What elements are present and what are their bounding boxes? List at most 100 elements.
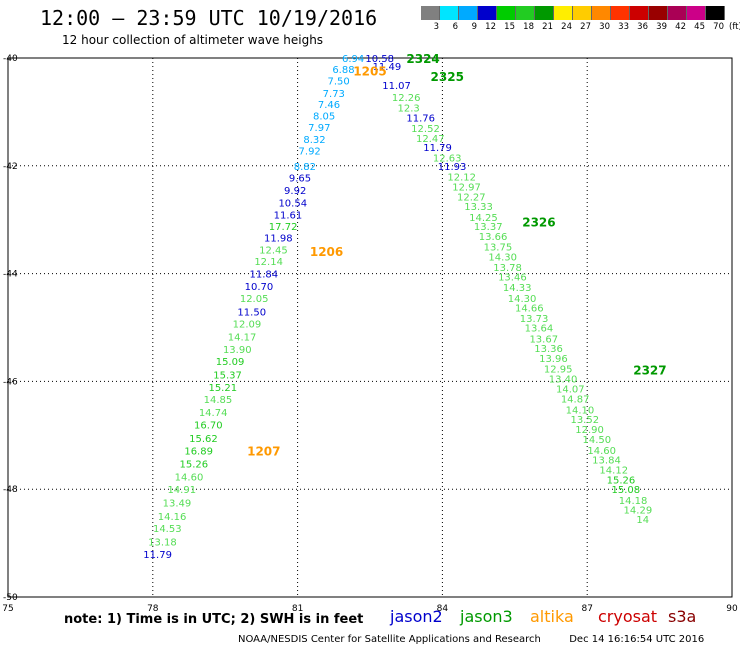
color-scale-label: 9 [471, 22, 477, 32]
color-scale-swatch [554, 6, 573, 20]
swh-data-label: 15.26 [607, 475, 636, 486]
footer: NOAA/NESDIS Center for Satellite Applica… [238, 634, 704, 645]
swh-data-label: 13.66 [479, 232, 508, 243]
time-label: 2324 [406, 52, 439, 66]
note-text: note: 1) Time is in UTC; 2) SWH is in fe… [64, 612, 364, 627]
swh-data-label: 12.47 [416, 134, 445, 145]
swh-data-label: 17.72 [269, 222, 298, 233]
swh-data-label: 12.90 [575, 425, 604, 436]
color-scale-swatch [535, 6, 554, 20]
y-tick-label: -44 [3, 270, 18, 280]
swh-data-label: 12.52 [411, 124, 440, 135]
swh-data-label: 13.18 [148, 537, 177, 548]
swh-data-label: 13.75 [484, 243, 513, 254]
swh-data-label: 11.50 [237, 307, 266, 318]
swh-data-label: 11.79 [423, 143, 452, 154]
color-scale-swatch [421, 6, 440, 20]
swh-data-label: 8.32 [303, 135, 325, 146]
color-scale-swatch [459, 6, 478, 20]
swh-data-label: 16.70 [194, 421, 223, 432]
time-label: 1206 [310, 245, 343, 259]
color-scale-label: 36 [637, 22, 648, 32]
swh-data-label: 14.33 [503, 283, 532, 294]
swh-data-label: 14.74 [199, 408, 228, 419]
swh-data-label: 14.60 [175, 472, 204, 483]
x-tick-label: 90 [726, 604, 738, 614]
swh-data-label: 12.63 [433, 154, 462, 165]
swh-data-label: 13.46 [498, 272, 527, 283]
swh-data-label: 13.52 [570, 415, 599, 426]
color-scale-label: 45 [694, 22, 705, 32]
swh-data-label: 6.94 [342, 54, 364, 65]
swh-data-label: 8.82 [294, 162, 316, 173]
y-tick-label: -42 [3, 162, 18, 172]
swh-data-label: 14.91 [167, 485, 196, 496]
color-scale-swatch [573, 6, 592, 20]
swh-data-label: 14.18 [619, 496, 648, 507]
swh-data-label: 11.98 [264, 233, 293, 244]
swh-data-label: 13.73 [520, 314, 549, 325]
chart-subtitle: 12 hour collection of altimeter wave hei… [62, 33, 324, 47]
color-scale-swatch [687, 6, 706, 20]
color-scale-bar [421, 6, 725, 20]
color-scale-swatch [516, 6, 535, 20]
swh-data-label: 7.97 [308, 123, 330, 134]
x-tick-label: 87 [581, 604, 592, 614]
x-tick-label: 78 [147, 604, 159, 614]
swh-data-label: 11.07 [382, 81, 411, 92]
swh-data-label: 13.37 [474, 222, 503, 233]
swh-data-label: 6.88 [332, 65, 354, 76]
swh-data-label: 15.08 [611, 485, 640, 496]
swh-data-label: 15.37 [213, 370, 242, 381]
satellite-legend-cryosat: cryosat [598, 607, 658, 626]
satellite-legend-altika: altika [530, 607, 574, 626]
swh-data-label: 15.21 [208, 383, 237, 394]
footer-timestamp: Dec 14 16:16:54 UTC 2016 [569, 634, 705, 645]
color-scale-label: 18 [523, 22, 534, 32]
swh-data-label: 12.09 [233, 320, 262, 331]
color-scale-swatch [630, 6, 649, 20]
swh-data-label: 12.05 [240, 294, 269, 305]
swh-data-label: 15.09 [216, 357, 245, 368]
color-scale-label: 24 [561, 22, 572, 32]
color-scale-swatch [668, 6, 687, 20]
swh-data-label: 14 [636, 515, 649, 526]
swh-data-label: 7.73 [323, 89, 345, 100]
swh-data-label: 12.45 [259, 245, 288, 256]
swh-data-label: 13.49 [163, 499, 192, 510]
swh-data-label: 12.26 [392, 93, 421, 104]
plot-frame [7, 57, 733, 598]
satellite-legend-s3a: s3a [668, 607, 697, 626]
swh-data-label: 12.12 [447, 173, 476, 184]
swh-data-label: 13.40 [549, 375, 578, 386]
color-scale-label: 39 [656, 22, 667, 32]
color-scale-label: 70 [713, 22, 724, 32]
color-scale-swatch [706, 6, 725, 20]
swh-data-label: 12.27 [457, 193, 486, 204]
time-label: 2327 [633, 364, 666, 378]
swh-data-label: 14.50 [583, 435, 612, 446]
footer-credit: NOAA/NESDIS Center for Satellite Applica… [238, 634, 541, 645]
swh-data-label: 14.30 [508, 294, 537, 305]
time-label: 1205 [353, 64, 386, 78]
swh-data-label: 11.76 [406, 113, 435, 124]
time-label: 2325 [431, 70, 464, 84]
swh-data-label: 12.97 [452, 182, 481, 193]
color-scale-swatch [611, 6, 630, 20]
swh-data-label: 12.3 [397, 104, 419, 115]
swh-data-label: 14.16 [158, 512, 187, 523]
swh-data-label: 10.58 [365, 54, 394, 65]
satellite-legend-jason2: jason2 [390, 607, 443, 626]
swh-data-label: 9.65 [289, 174, 311, 185]
swh-data-label: 11.49 [373, 62, 402, 73]
swh-data-label: 11.84 [249, 270, 278, 281]
swh-data-label: 13.64 [525, 324, 554, 335]
time-label: 1207 [247, 444, 280, 458]
swh-data-label: 11.61 [274, 210, 303, 221]
color-scale-label: 3 [433, 22, 439, 32]
swh-data-label: 12.14 [254, 257, 283, 268]
x-tick-label: 75 [2, 604, 13, 614]
swh-data-label: 13.96 [539, 354, 568, 365]
swh-data-label: 13.36 [534, 344, 563, 355]
